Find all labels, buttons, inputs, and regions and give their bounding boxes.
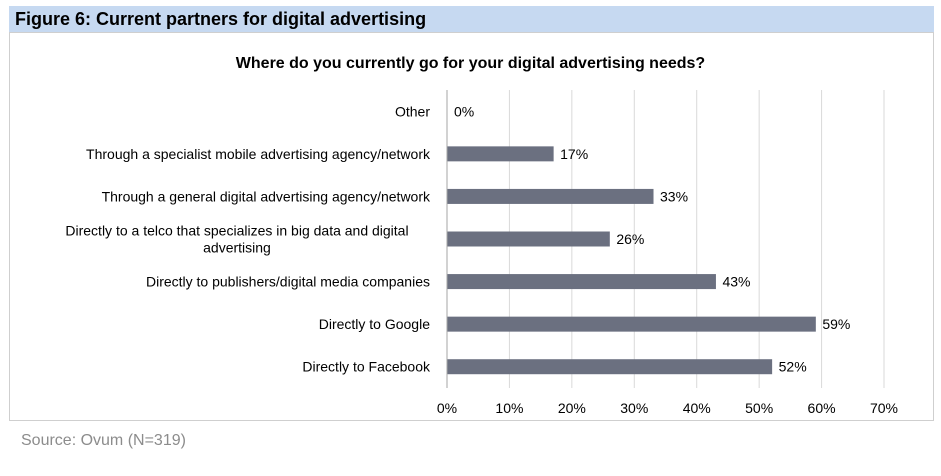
bar bbox=[447, 359, 773, 375]
bar bbox=[447, 231, 610, 247]
bar bbox=[447, 316, 816, 332]
data-label: 33% bbox=[660, 188, 688, 204]
bar bbox=[447, 274, 716, 290]
x-tick-label: 0% bbox=[437, 400, 457, 416]
category-label: Other bbox=[395, 103, 430, 119]
chart-frame bbox=[9, 32, 934, 421]
category-label: Directly to a telco that specializes in … bbox=[65, 223, 408, 256]
x-tick-label: 10% bbox=[495, 400, 523, 416]
category-label: Directly to publishers/digital media com… bbox=[146, 274, 430, 290]
source-note: Source: Ovum (N=319) bbox=[21, 432, 186, 449]
data-label: 26% bbox=[616, 231, 644, 247]
figure-heading: Figure 6: Current partners for digital a… bbox=[9, 6, 934, 32]
bar bbox=[447, 188, 654, 204]
data-label: 17% bbox=[560, 146, 588, 162]
chart-title: Where do you currently go for your digit… bbox=[235, 55, 706, 72]
data-label: 43% bbox=[722, 274, 750, 290]
bar bbox=[447, 146, 554, 162]
data-label: 0% bbox=[454, 103, 474, 119]
category-label: Directly to Facebook bbox=[302, 359, 431, 375]
category-label: Through a general digital advertising ag… bbox=[102, 188, 431, 204]
x-tick-label: 60% bbox=[808, 400, 836, 416]
x-tick-label: 30% bbox=[620, 400, 648, 416]
x-tick-label: 40% bbox=[683, 400, 711, 416]
data-label: 52% bbox=[779, 359, 807, 375]
category-label: Through a specialist mobile advertising … bbox=[86, 146, 431, 162]
x-tick-label: 20% bbox=[558, 400, 586, 416]
category-label: Directly to Google bbox=[319, 316, 430, 332]
x-tick-label: 70% bbox=[870, 400, 898, 416]
x-tick-label: 50% bbox=[745, 400, 773, 416]
data-label: 59% bbox=[822, 316, 850, 332]
